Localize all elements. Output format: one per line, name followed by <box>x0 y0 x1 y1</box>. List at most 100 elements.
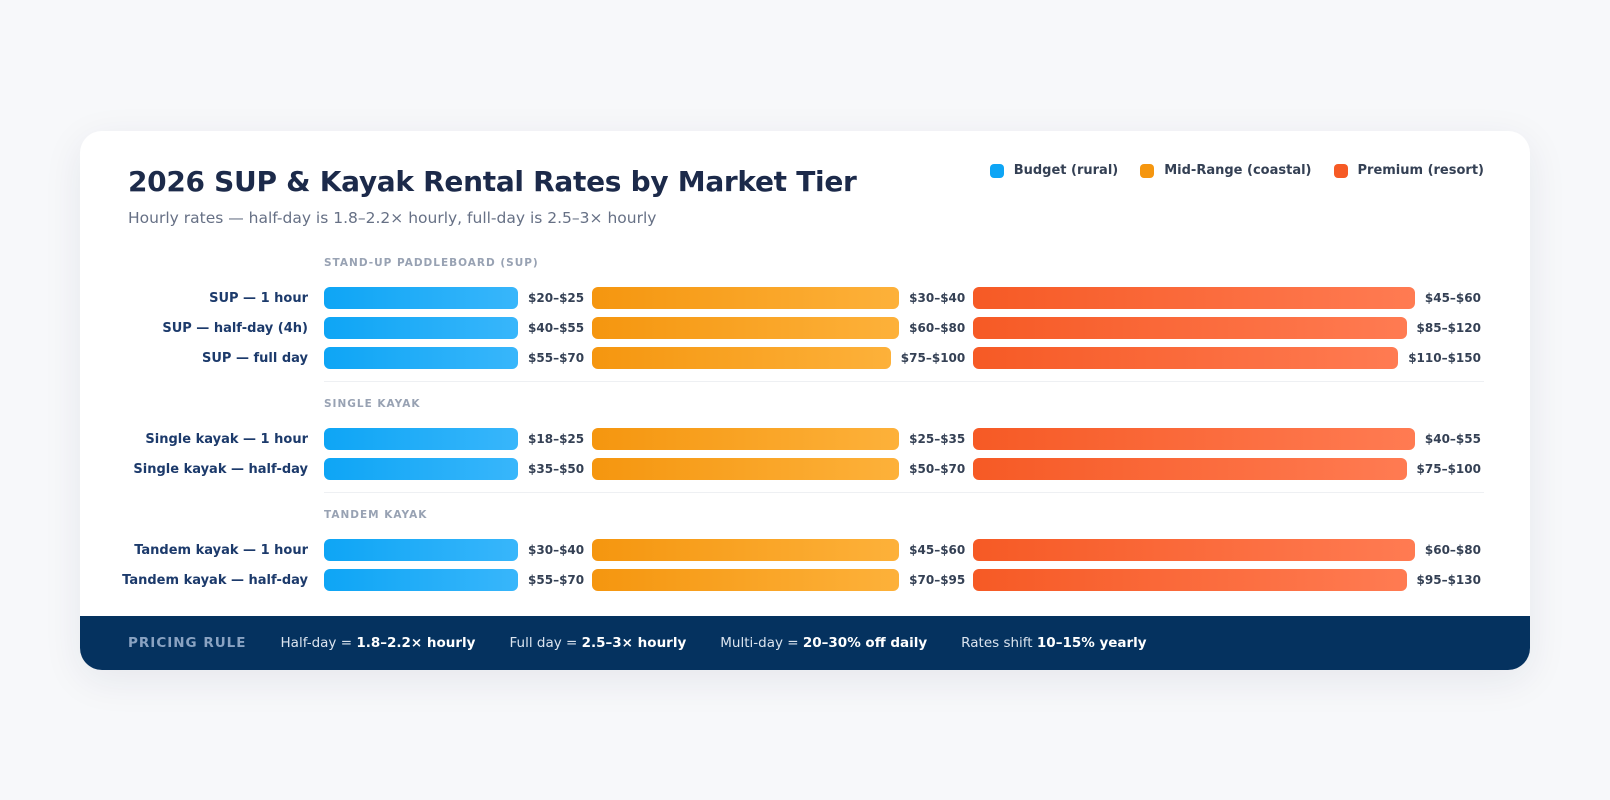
budget-bar <box>324 347 519 369</box>
footer-rule-text: Half-day = <box>280 635 353 651</box>
bar-value-label: $45–$60 <box>909 543 966 557</box>
bar-value-label: $60–$80 <box>1424 543 1481 557</box>
bar-segment: $95–$130 <box>973 569 1481 591</box>
bar-row: Single kayak — 1 hour $18–$25 $25–$35 $40–$… <box>80 424 1530 454</box>
legend-swatch <box>1333 163 1348 178</box>
bar-row: Tandem kayak — 1 hour $30–$40 $45–$60 $60–$… <box>80 535 1530 565</box>
bar-segment: $75–$100 <box>592 347 965 369</box>
footer-rule-text: Rates shift <box>961 635 1033 651</box>
legend-swatch <box>989 163 1004 178</box>
budget-bar <box>324 428 519 450</box>
row-label: Single kayak — 1 hour <box>145 431 308 447</box>
footer-rule: Full day = 2.5–3× hourly <box>510 635 687 651</box>
bar-value-label: $40–$55 <box>528 321 585 335</box>
section-title: TANDEM KAYAK <box>324 509 428 521</box>
bar-value-label: $30–$40 <box>909 291 966 305</box>
bar-value-label: $45–$60 <box>1424 291 1481 305</box>
bar-segment: $55–$70 <box>324 347 584 369</box>
pricing-rule-footer: PRICING RULE Half-day = 1.8–2.2× hourly F… <box>80 616 1530 670</box>
bar-segment: $40–$55 <box>973 428 1481 450</box>
bar-segment: $25–$35 <box>592 428 965 450</box>
bar-group: $18–$25 $25–$35 $40–$55 <box>324 428 1481 450</box>
footer-rule-value: 1.8–2.2× hourly <box>356 635 476 651</box>
mid-range-bar <box>592 539 900 561</box>
legend-item: Budget (rural) <box>989 163 1119 178</box>
bar-group: $35–$50 $50–$70 $75–$100 <box>324 458 1481 480</box>
footer-rule-value: 10–15% yearly <box>1036 635 1147 651</box>
budget-bar <box>324 287 519 309</box>
legend-item: Premium (resort) <box>1333 163 1485 178</box>
chart-section: SINGLE KAYAK Single kayak — 1 hour $18–$25… <box>80 394 1530 484</box>
bar-group: $30–$40 $45–$60 $60–$80 <box>324 539 1481 561</box>
bar-segment: $35–$50 <box>324 458 584 480</box>
mid-range-bar <box>592 458 900 480</box>
bar-value-label: $55–$70 <box>528 573 585 587</box>
bar-segment: $45–$60 <box>973 287 1481 309</box>
bar-group: $55–$70 $75–$100 $110–$150 <box>324 347 1481 369</box>
legend-label: Premium (resort) <box>1357 163 1485 178</box>
bar-value-label: $70–$95 <box>909 573 966 587</box>
bar-segment: $20–$25 <box>324 287 584 309</box>
legend-label: Mid-Range (coastal) <box>1164 163 1312 178</box>
bar-segment: $75–$100 <box>973 458 1481 480</box>
mid-range-bar <box>592 287 900 309</box>
footer-rule-text: Multi-day = <box>720 635 799 651</box>
chart-subtitle: Hourly rates — half-day is 1.8–2.2× hour… <box>128 209 657 227</box>
bar-value-label: $35–$50 <box>528 462 585 476</box>
bar-group: $40–$55 $60–$80 $85–$120 <box>324 317 1481 339</box>
bar-segment: $40–$55 <box>324 317 584 339</box>
footer-rule: Half-day = 1.8–2.2× hourly <box>281 635 476 651</box>
budget-bar <box>324 539 519 561</box>
bar-value-label: $25–$35 <box>909 432 966 446</box>
footer-rule-value: 2.5–3× hourly <box>581 635 687 651</box>
chart-card: 2026 SUP & Kayak Rental Rates by Market … <box>80 131 1530 670</box>
bar-segment: $55–$70 <box>324 569 584 591</box>
row-label: Tandem kayak — half-day <box>122 572 308 588</box>
section-divider <box>324 381 1484 382</box>
bar-row: Tandem kayak — half-day $55–$70 $70–$95 $95… <box>80 565 1530 595</box>
chart-section: STAND-UP PADDLEBOARD (SUP) SUP — 1 hour $2… <box>80 253 1530 373</box>
bar-row: SUP — full day $55–$70 $75–$100 $110–$150 <box>80 343 1530 373</box>
mid-range-bar <box>592 428 900 450</box>
bar-value-label: $30–$40 <box>528 543 585 557</box>
budget-bar <box>324 317 519 339</box>
chart-title: 2026 SUP & Kayak Rental Rates by Market … <box>128 165 857 198</box>
bar-value-label: $75–$100 <box>900 351 966 365</box>
bar-value-label: $50–$70 <box>909 462 966 476</box>
bar-value-label: $40–$55 <box>1424 432 1481 446</box>
bar-group: $20–$25 $30–$40 $45–$60 <box>324 287 1481 309</box>
budget-bar <box>324 569 519 591</box>
footer-rule: Multi-day = 20–30% off daily <box>720 635 927 651</box>
premium-bar <box>973 458 1407 480</box>
row-label: Single kayak — half-day <box>133 461 308 477</box>
premium-bar <box>973 569 1407 591</box>
legend-item: Mid-Range (coastal) <box>1140 163 1312 178</box>
bar-row: Single kayak — half-day $35–$50 $50–$70 $75… <box>80 454 1530 484</box>
mid-range-bar <box>592 347 891 369</box>
bar-value-label: $60–$80 <box>909 321 966 335</box>
section-title: SINGLE KAYAK <box>324 398 421 410</box>
footer-rule: Rates shift 10–15% yearly <box>961 635 1146 651</box>
bar-segment: $85–$120 <box>973 317 1481 339</box>
premium-bar <box>973 347 1399 369</box>
row-label: SUP — half-day (4h) <box>162 320 308 336</box>
footer-rule-text: Full day = <box>509 635 578 651</box>
bar-segment: $60–$80 <box>973 539 1481 561</box>
legend-label: Budget (rural) <box>1013 163 1119 178</box>
bar-value-label: $85–$120 <box>1416 321 1481 335</box>
premium-bar <box>973 539 1415 561</box>
chart-section: TANDEM KAYAK Tandem kayak — 1 hour $30–$40… <box>80 505 1530 595</box>
footer-label: PRICING RULE <box>128 635 247 651</box>
bar-group: $55–$70 $70–$95 $95–$130 <box>324 569 1481 591</box>
premium-bar <box>973 428 1415 450</box>
section-divider <box>324 492 1484 493</box>
legend-swatch <box>1140 163 1155 178</box>
bar-segment: $60–$80 <box>592 317 965 339</box>
bar-row: SUP — half-day (4h) $40–$55 $60–$80 $85–$12… <box>80 313 1530 343</box>
section-title: STAND-UP PADDLEBOARD (SUP) <box>324 257 539 269</box>
bar-value-label: $55–$70 <box>528 351 585 365</box>
row-label: SUP — 1 hour <box>209 290 308 306</box>
bar-segment: $30–$40 <box>324 539 584 561</box>
bar-row: SUP — 1 hour $20–$25 $30–$40 $45–$60 <box>80 283 1530 313</box>
chart-body: STAND-UP PADDLEBOARD (SUP) SUP — 1 hour $2… <box>80 253 1530 595</box>
